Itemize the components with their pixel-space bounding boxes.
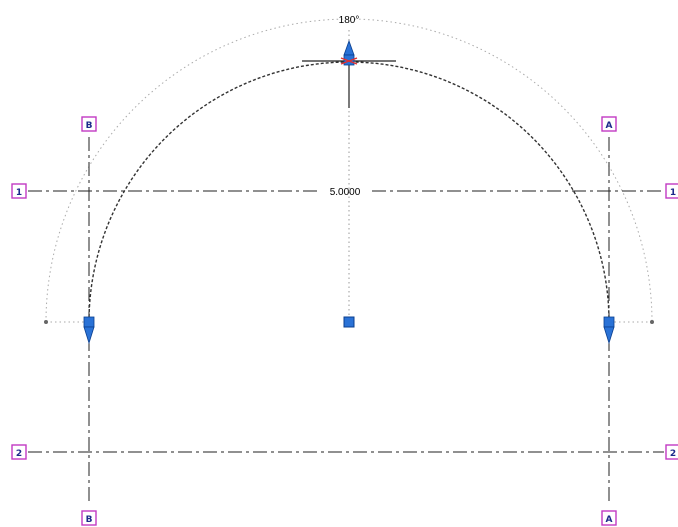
angle-guide-right-dot (650, 320, 654, 324)
radius-dimension-value[interactable]: 5.0000 (330, 187, 361, 198)
grid-bubble-a-bottom[interactable]: A (601, 510, 617, 526)
wall-arc[interactable] (88, 61, 610, 323)
angle-guide-left-dot (44, 320, 48, 324)
grid-bubble-2-left[interactable]: 2 (11, 444, 27, 460)
shape-handle-up-arrow-icon[interactable] (340, 39, 358, 66)
svg-text:1: 1 (16, 188, 22, 198)
center-point-grip-icon[interactable] (343, 316, 355, 328)
grid-bubble-b-top[interactable]: B (81, 116, 97, 132)
svg-text:2: 2 (16, 449, 22, 459)
grid-bubble-1-right[interactable]: 1 (665, 183, 678, 199)
svg-text:B: B (86, 121, 93, 131)
grid-bubble-1-left[interactable]: 1 (11, 183, 27, 199)
right-end-grip-icon[interactable] (603, 316, 615, 345)
grid-bubble-a-top[interactable]: A (601, 116, 617, 132)
angle-label: 180° (339, 15, 360, 26)
svg-text:1: 1 (670, 188, 676, 198)
svg-text:A: A (606, 515, 613, 525)
angle-guide-arc (45, 18, 653, 323)
left-end-grip-icon[interactable] (83, 316, 95, 345)
grid-bubble-b-bottom[interactable]: B (81, 510, 97, 526)
svg-text:B: B (86, 515, 93, 525)
svg-text:2: 2 (670, 449, 676, 459)
svg-text:A: A (606, 121, 613, 131)
grid-bubble-2-right[interactable]: 2 (665, 444, 678, 460)
